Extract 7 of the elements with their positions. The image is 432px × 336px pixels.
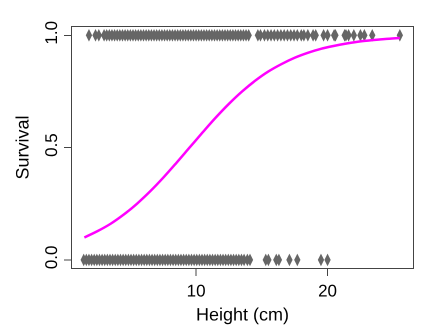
x-tick-label: 10: [186, 281, 206, 300]
y-tick-label: 0.0: [42, 246, 62, 270]
y-tick-label: 1.0: [42, 20, 62, 45]
y-tick-label: 0.5: [42, 133, 62, 157]
x-axis-title: Height (cm): [196, 304, 290, 324]
y-axis-title: Survival: [12, 115, 32, 180]
x-tick-label: 20: [318, 281, 338, 300]
